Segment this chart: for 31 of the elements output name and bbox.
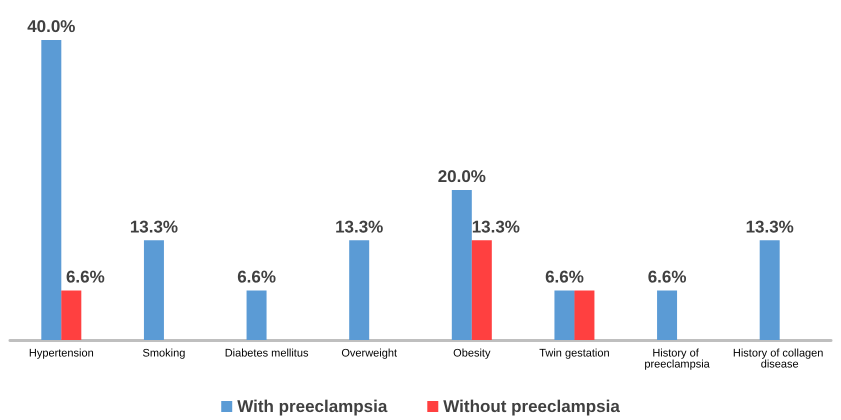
x-tick-label: Twin gestation: [539, 348, 610, 360]
bar: [144, 240, 164, 340]
bar: [554, 290, 574, 340]
x-tick-label: History of preeclampsia: [644, 348, 711, 370]
legend-label: Without preeclampsia: [443, 397, 620, 416]
data-label: 6.6%: [648, 268, 686, 286]
bar: [452, 190, 472, 340]
x-tick-label: Diabetes mellitus: [224, 348, 309, 360]
data-label: 13.3%: [335, 217, 384, 236]
bar: [760, 240, 780, 340]
x-tick-label: Smoking: [142, 348, 186, 360]
bar: [246, 290, 267, 340]
data-label: 13.3%: [472, 217, 520, 236]
bar: [61, 290, 82, 340]
x-tick-label: Obesity: [453, 348, 491, 360]
x-tick-label: Hypertension: [28, 348, 94, 360]
bar: [574, 290, 594, 340]
bar: [657, 290, 678, 340]
data-label: 40.0%: [27, 17, 76, 36]
data-label: 6.6%: [66, 268, 105, 286]
x-tick-label: Overweight: [341, 348, 398, 360]
x-tick-label: History of collagen disease: [732, 348, 826, 370]
data-label: 13.3%: [746, 217, 794, 236]
data-label: 13.3%: [130, 217, 178, 236]
data-label: 6.6%: [237, 268, 276, 286]
legend-label: With preeclampsia: [237, 397, 388, 416]
data-label: 20.0%: [438, 167, 486, 186]
data-label: 6.6%: [545, 268, 584, 286]
bar: [41, 40, 62, 340]
bar: [472, 240, 492, 340]
bar: [349, 240, 370, 340]
